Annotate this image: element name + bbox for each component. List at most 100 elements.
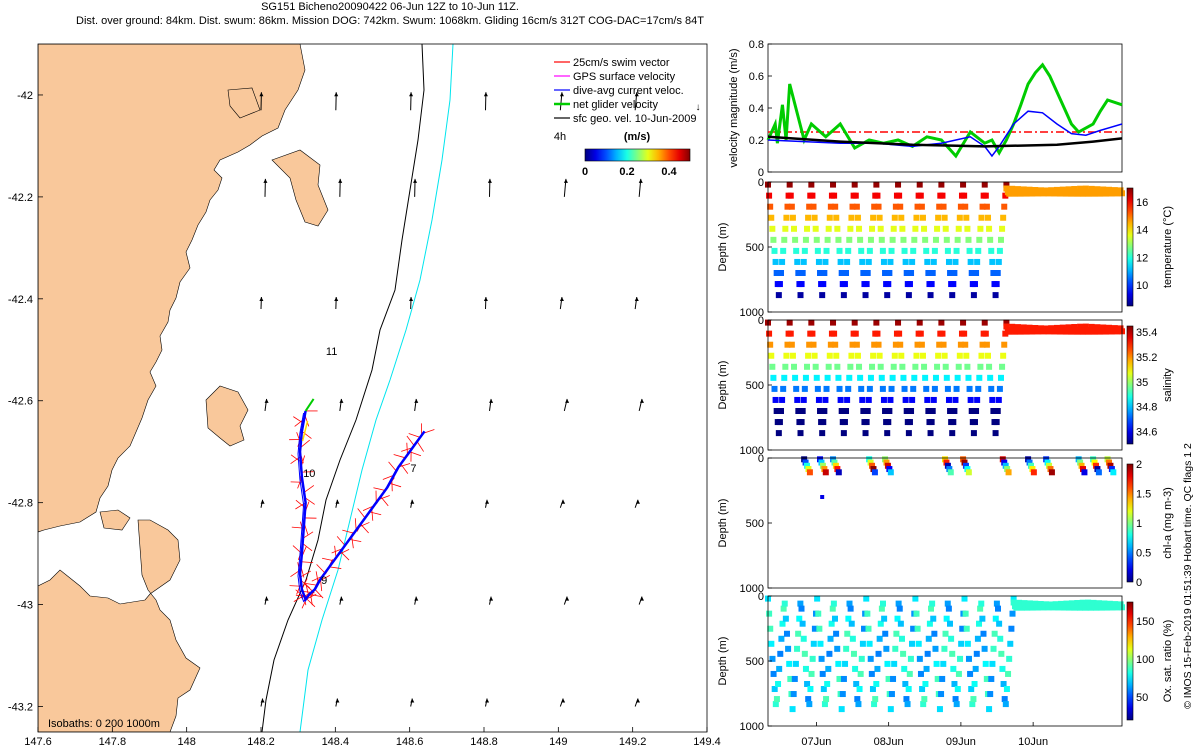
depth-sample xyxy=(781,374,788,381)
depth-sample xyxy=(854,214,861,221)
chl-sample xyxy=(1075,456,1082,463)
chl-sample xyxy=(1095,469,1102,476)
velocity-ytick-label: 0.6 xyxy=(749,71,764,83)
depth-sample xyxy=(789,352,796,359)
depth-sample xyxy=(1032,600,1039,607)
chl-sample xyxy=(805,466,812,473)
depth-sample xyxy=(925,635,932,642)
depth-sample xyxy=(963,214,970,221)
depth-sample xyxy=(951,270,958,276)
depth-sample xyxy=(853,680,860,687)
map-xtick-label: 147.6 xyxy=(24,736,52,748)
depth-sample xyxy=(965,236,972,243)
depth-sample xyxy=(956,214,963,221)
depth-sample xyxy=(910,247,917,254)
chl-sample xyxy=(942,456,948,463)
depth-sample xyxy=(887,258,894,265)
map-ytick-label: -42 xyxy=(17,90,33,102)
sfc-vector-head xyxy=(487,178,492,183)
depth-sample xyxy=(900,236,907,243)
chl-sample xyxy=(869,462,876,469)
depth-sample xyxy=(815,258,822,265)
swim-vector xyxy=(360,523,369,534)
depth-sample xyxy=(890,225,897,232)
depth-sample xyxy=(936,203,943,210)
depth-ylabel: Depth (m) xyxy=(717,361,729,410)
depth-sample xyxy=(1010,599,1017,606)
depth-sample xyxy=(770,236,777,243)
sfc-vector-head xyxy=(410,499,415,504)
depth-sample xyxy=(957,203,964,210)
depth-sample xyxy=(876,352,883,359)
depth-sample xyxy=(788,203,795,210)
depth-sample xyxy=(951,408,958,414)
depth-sample xyxy=(905,686,912,693)
depth-sample xyxy=(947,408,954,414)
sfc-vector-head xyxy=(260,499,265,504)
depth-sample xyxy=(1094,186,1101,193)
freycinet-peninsula xyxy=(271,149,329,227)
depth-sample xyxy=(913,214,920,221)
legend-entry: dive-avg current veloc. xyxy=(573,85,684,97)
depth-sample xyxy=(845,247,852,254)
depth-sample xyxy=(818,655,825,662)
depth-sample xyxy=(808,670,815,677)
depth-sample xyxy=(769,655,776,662)
depth-sample xyxy=(829,605,836,612)
depth-sample xyxy=(924,258,931,265)
swim-vector xyxy=(342,529,355,534)
depth-sample xyxy=(775,430,782,437)
depth-sample xyxy=(938,181,945,188)
depth-sample xyxy=(809,330,816,337)
depth-sample xyxy=(847,225,854,232)
depth-sample xyxy=(800,396,807,403)
depth-sample xyxy=(831,192,838,199)
velocity-series-sfc xyxy=(767,135,1123,148)
depth-sample xyxy=(900,374,907,381)
figure-title: SG151 Bicheno20090422 06-Jun 12Z to 10-J… xyxy=(0,0,780,28)
day-label: 10 xyxy=(303,468,315,480)
depth-sample xyxy=(961,595,968,602)
depth-sample xyxy=(989,396,996,403)
depth-sample xyxy=(810,203,817,210)
depth-sample xyxy=(930,396,937,403)
depth-sample xyxy=(926,620,933,627)
depth-sample xyxy=(903,696,910,703)
depth-sample xyxy=(788,341,795,348)
depth-sample xyxy=(975,247,982,254)
depth-sample xyxy=(1082,323,1089,330)
depth-sample xyxy=(775,292,782,299)
depth-sample xyxy=(987,374,994,381)
depth-sample xyxy=(984,214,991,221)
depth-sample xyxy=(917,192,924,199)
map-ytick-label: -43 xyxy=(17,600,33,612)
depth-sample xyxy=(771,686,778,693)
depth-sample xyxy=(844,258,851,265)
depth-sample xyxy=(779,258,786,265)
depth-sample xyxy=(995,258,1002,265)
depth-sample xyxy=(903,270,910,276)
swim-vector xyxy=(306,598,316,608)
depth-sample xyxy=(821,701,828,708)
sfc-vector-head xyxy=(489,398,494,403)
chl-sample xyxy=(946,466,953,473)
depth-sample xyxy=(978,352,985,359)
depth-sample xyxy=(940,341,947,348)
depth-sample xyxy=(843,270,850,276)
depth-sample xyxy=(802,665,809,672)
depth-sample xyxy=(832,203,839,210)
depth-sample xyxy=(802,374,809,381)
depth-sample xyxy=(974,396,981,403)
chl-sample xyxy=(832,462,839,469)
depth-sample xyxy=(923,665,930,672)
depth-ytick-label: 500 xyxy=(746,380,764,392)
isobath-label: Isobaths: 0 200 1000m xyxy=(48,718,160,730)
depth-sample xyxy=(984,352,991,359)
sfc-vector-head xyxy=(485,698,490,703)
swim-vector xyxy=(293,595,305,602)
depth-sample xyxy=(867,655,874,662)
depth-sample xyxy=(806,341,813,348)
depth-sample xyxy=(968,408,975,414)
map-ytick-label: -42.8 xyxy=(8,498,33,510)
